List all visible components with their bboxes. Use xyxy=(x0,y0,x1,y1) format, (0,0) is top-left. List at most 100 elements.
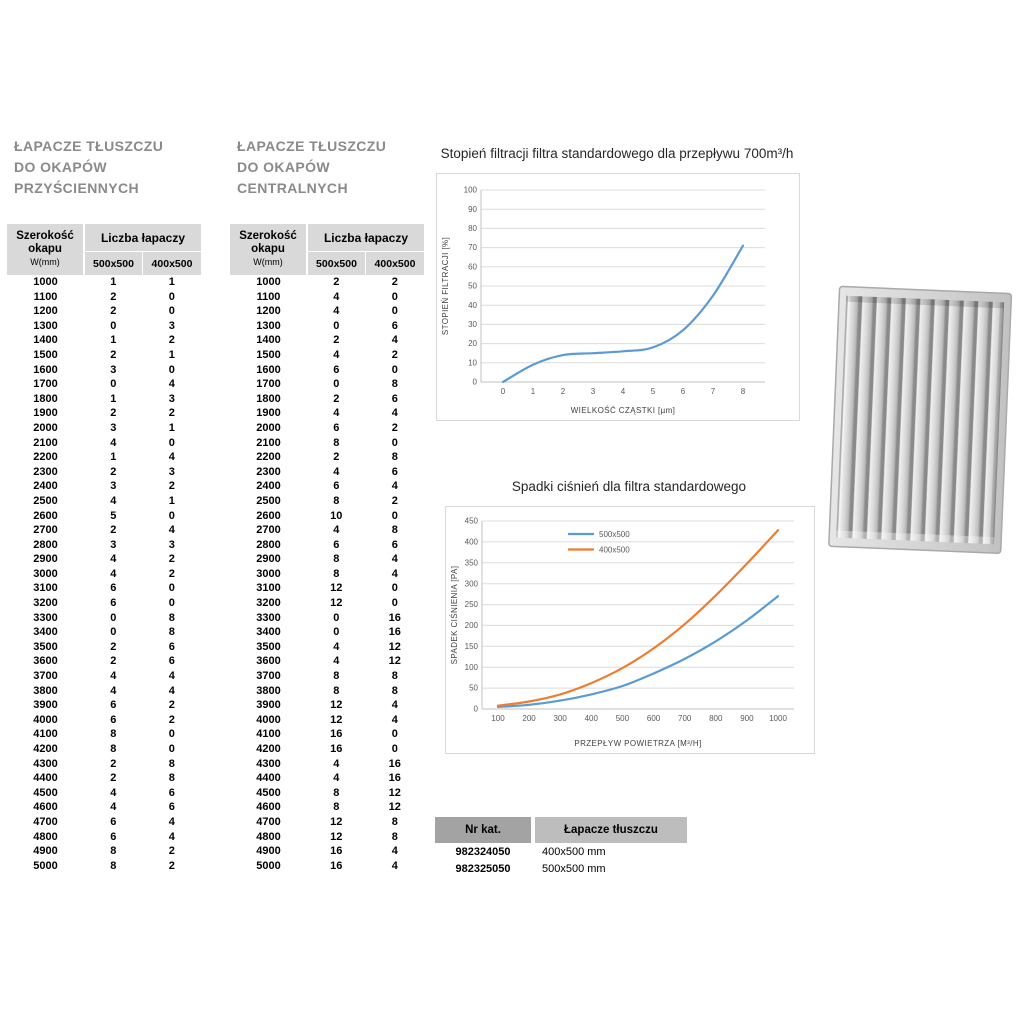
table-row: 2200 1 4 xyxy=(33,451,175,464)
table-row: 3700 8 8 xyxy=(256,670,398,683)
table-row: 4900 8 2 xyxy=(33,845,175,858)
catalog-table: Nr kat. Łapacze tłuszczu 982324050 400x5… xyxy=(435,817,687,877)
svg-text:60: 60 xyxy=(468,262,477,271)
svg-text:400: 400 xyxy=(585,714,599,723)
table-row: 1900 4 4 xyxy=(256,407,398,420)
svg-text:50: 50 xyxy=(469,684,478,693)
table-row: 2300 4 6 xyxy=(256,465,398,478)
title-line: DO OKAPÓW xyxy=(237,159,331,175)
table-row: 1300 0 6 xyxy=(256,319,398,332)
svg-text:7: 7 xyxy=(711,387,716,396)
table-row: 2700 4 8 xyxy=(256,524,398,537)
table-row: 4100 8 0 xyxy=(33,728,175,741)
col-header-500x500: 500x500 xyxy=(307,251,366,275)
svg-text:800: 800 xyxy=(709,714,723,723)
table-row: 3600 4 12 xyxy=(256,655,401,668)
svg-text:250: 250 xyxy=(465,600,479,609)
svg-text:STOPIEŃ FILTRACJI [%]: STOPIEŃ FILTRACJI [%] xyxy=(441,237,450,335)
table-row: 2900 4 2 xyxy=(33,553,175,566)
table-row: 4000 6 2 xyxy=(33,713,175,726)
table-row: 1600 6 0 xyxy=(256,363,398,376)
title-line: ŁAPACZE TŁUSZCZU xyxy=(14,138,164,154)
svg-text:150: 150 xyxy=(465,642,479,651)
catalog-size: 500x500 mm xyxy=(542,863,606,875)
table-row: 3000 4 2 xyxy=(33,567,175,580)
table-header: Szerokość okapu W(mm) Liczba łapaczy 500… xyxy=(230,224,424,275)
svg-text:0: 0 xyxy=(473,378,478,387)
svg-text:450: 450 xyxy=(465,517,479,526)
table-row: 2400 3 2 xyxy=(33,480,175,493)
svg-text:500x500: 500x500 xyxy=(599,530,630,539)
table-header: Szerokość okapu W(mm) Liczba łapaczy 500… xyxy=(7,224,201,275)
table-row: 4400 2 8 xyxy=(33,772,175,785)
table-row: 3300 0 16 xyxy=(256,611,401,624)
table-row: 2100 4 0 xyxy=(33,436,175,449)
table-row: 1700 0 8 xyxy=(256,378,398,391)
svg-text:1000: 1000 xyxy=(769,714,787,723)
col-header-width: Szerokość okapu W(mm) xyxy=(230,224,308,275)
svg-text:8: 8 xyxy=(741,387,746,396)
svg-text:90: 90 xyxy=(468,205,477,214)
catalog-size: 400x500 mm xyxy=(542,846,606,858)
col-header-width: Szerokość okapu W(mm) xyxy=(7,224,85,275)
svg-text:400x500: 400x500 xyxy=(599,546,630,555)
table-row: 3900 6 2 xyxy=(33,699,175,712)
table-row: 1400 1 2 xyxy=(33,334,175,347)
table-row: 2500 8 2 xyxy=(256,494,398,507)
filtration-chart-plot: 0 10 20 30 40 50 60 70 80 90 100 0 1 2 3 4 5 6 7 8 WIELKOŚĆ … xyxy=(436,173,800,421)
table-row: 2100 8 0 xyxy=(256,436,398,449)
catalog-row: 982325050 500x500 mm xyxy=(435,862,687,877)
svg-text:100: 100 xyxy=(465,663,479,672)
table-row: 4800 12 8 xyxy=(256,830,398,843)
title-line: PRZYŚCIENNYCH xyxy=(14,180,139,196)
grease-filter-image xyxy=(828,285,1013,555)
chart-title: Spadki ciśnień dla filtra standardowego xyxy=(511,479,747,494)
table-row: 3800 4 4 xyxy=(33,684,175,697)
grease-filter-illustration xyxy=(826,282,1018,569)
table-row: 3900 12 4 xyxy=(256,699,398,712)
svg-text:4: 4 xyxy=(621,387,626,396)
col-header-400x500: 400x500 xyxy=(365,251,424,275)
svg-text:600: 600 xyxy=(647,714,661,723)
table-row: 1800 1 3 xyxy=(33,392,175,405)
central-hoods-title: ŁAPACZE TŁUSZCZU DO OKAPÓW CENTRALNYCH xyxy=(237,136,447,199)
table-row: 1200 2 0 xyxy=(33,305,175,318)
title-line: CENTRALNYCH xyxy=(237,180,348,196)
table-row: 3000 8 4 xyxy=(256,567,398,580)
table-row: 1500 2 1 xyxy=(33,348,175,361)
table-row: 3700 4 4 xyxy=(33,670,175,683)
catalog-header-nr-kat: Nr kat. xyxy=(435,817,531,843)
catalog-number: 982325050 xyxy=(455,863,511,875)
table-row: 4600 4 6 xyxy=(33,801,175,814)
svg-text:6: 6 xyxy=(681,387,686,396)
svg-text:100: 100 xyxy=(491,714,505,723)
title-line: DO OKAPÓW xyxy=(14,159,108,175)
svg-text:2: 2 xyxy=(561,387,566,396)
table-row: 1800 2 6 xyxy=(256,392,398,405)
pressure-chart-plot: 0 50 100 150 200 250 300 350 400 450 100 200 300 400 5… xyxy=(445,506,815,754)
wall-hoods-table-wrap: Szerokość okapu W(mm) Liczba łapaczy 500… xyxy=(7,224,201,873)
table-row: 4900 16 4 xyxy=(256,845,398,858)
svg-text:SPADEK CIŚNIENIA [PA]: SPADEK CIŚNIENIA [PA] xyxy=(450,566,459,665)
table-row: 4400 4 16 xyxy=(256,772,401,785)
table-row: 3400 0 16 xyxy=(256,626,401,639)
svg-text:5: 5 xyxy=(651,387,656,396)
chart-title: Stopień filtracji filtra standardowego d… xyxy=(440,146,794,161)
catalog-header-row: Nr kat. Łapacze tłuszczu xyxy=(435,817,687,843)
table-row: 1200 4 0 xyxy=(256,305,398,318)
table-body: 1000 1 1 1100 2 0 1200 2 0 1300 0 3 1400 1 2 1500 2 1 1600… xyxy=(7,275,201,873)
table-row: 3200 6 0 xyxy=(33,597,175,610)
svg-text:350: 350 xyxy=(465,558,479,567)
table-row: 1100 2 0 xyxy=(33,290,175,303)
svg-text:WIELKOŚĆ CZĄSTKI [µm]: WIELKOŚĆ CZĄSTKI [µm] xyxy=(571,406,676,415)
table-row: 1500 4 2 xyxy=(256,348,398,361)
title-line: ŁAPACZE TŁUSZCZU xyxy=(237,138,387,154)
table-row: 3500 4 12 xyxy=(256,640,401,653)
table-row: 2400 6 4 xyxy=(256,480,398,493)
svg-text:3: 3 xyxy=(591,387,596,396)
catalog-row: 982324050 400x500 mm xyxy=(435,845,687,860)
table-row: 1300 0 3 xyxy=(33,319,175,332)
table-row: 2200 2 8 xyxy=(256,451,398,464)
table-row: 1700 0 4 xyxy=(33,378,175,391)
catalog-number: 982324050 xyxy=(455,846,511,858)
